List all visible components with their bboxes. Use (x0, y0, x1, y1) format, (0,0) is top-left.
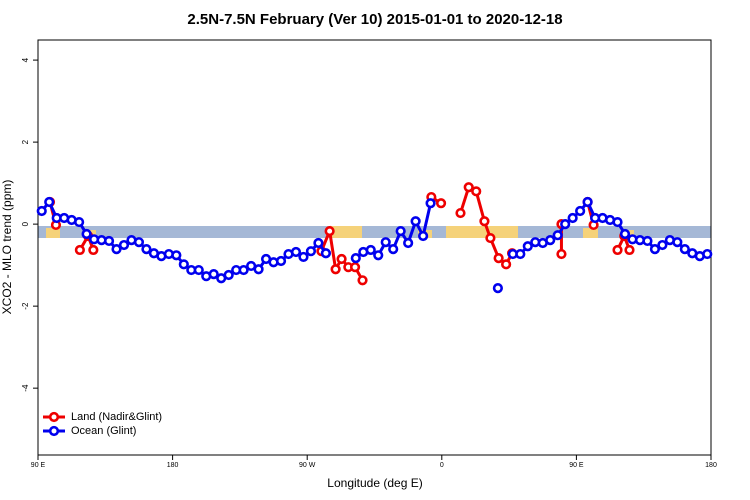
x-tick-label: 180 (705, 462, 717, 469)
data-point (545, 235, 556, 246)
data-point (657, 239, 668, 251)
data-point (395, 225, 406, 237)
data-point (88, 244, 99, 256)
y-tick-label: 2 (21, 139, 30, 144)
x-tick-label: 90 W (299, 462, 316, 469)
data-point (435, 198, 447, 209)
data-point (365, 244, 376, 256)
x-axis-label: Longitude (deg E) (327, 476, 422, 490)
data-point (463, 182, 474, 193)
data-point (619, 228, 631, 240)
y-tick-label: 0 (21, 221, 30, 226)
data-point (501, 259, 512, 270)
data-point (44, 196, 55, 208)
x-tick-label: 0 (440, 462, 444, 469)
land-patch (583, 228, 598, 238)
data-point (403, 237, 414, 249)
data-point (81, 228, 92, 240)
data-point (103, 235, 115, 247)
land-patch (330, 226, 362, 238)
data-point (336, 253, 347, 265)
ocean-band (38, 226, 711, 238)
data-point (349, 262, 361, 273)
data-point (672, 237, 683, 248)
data-point (238, 264, 249, 276)
y-tick-label: 4 (21, 57, 30, 62)
legend-label: Land (Nadir&Glint) (71, 411, 162, 423)
data-point (305, 246, 317, 257)
data-point (702, 248, 713, 260)
data-point (357, 275, 368, 286)
legend-label: Ocean (Glint) (71, 425, 136, 437)
data-point (74, 216, 85, 228)
data-point (313, 237, 324, 249)
data-point (515, 248, 526, 260)
data-point (612, 216, 623, 228)
data-point (290, 246, 302, 258)
data-point (330, 264, 341, 275)
data-point (556, 248, 567, 260)
data-point (552, 230, 563, 241)
data-point (298, 251, 309, 263)
data-point (679, 244, 690, 255)
data-point (178, 259, 189, 270)
data-point (410, 216, 421, 227)
data-point (320, 248, 331, 259)
data-point (471, 186, 482, 197)
y-axis-label: XCO2 - MLO trend (ppm) (0, 180, 14, 315)
data-point (171, 250, 182, 261)
x-tick-label: 90 E (569, 462, 584, 469)
data-point (582, 196, 593, 208)
data-point (223, 269, 234, 281)
y-tick-label: -4 (21, 384, 30, 392)
land-patch (446, 226, 518, 238)
land-mask (38, 226, 711, 238)
data-point (118, 239, 130, 251)
data-point (479, 216, 490, 227)
legend-marker (48, 411, 60, 423)
land-patch (90, 230, 96, 238)
data-point (275, 255, 287, 267)
data-point (642, 235, 653, 247)
data-point (649, 244, 661, 255)
data-point (388, 244, 399, 255)
data-point (485, 232, 496, 244)
chart-title: 2.5N-7.5N February (Ver 10) 2015-01-01 t… (187, 11, 562, 28)
x-tick-label: 180 (167, 462, 179, 469)
y-tick-label: -2 (21, 302, 30, 310)
data-point (324, 225, 335, 237)
data-point (612, 244, 623, 256)
data-point (373, 250, 384, 261)
data-point (522, 241, 533, 252)
data-point (624, 244, 635, 256)
data-point (418, 230, 429, 242)
data-point (74, 244, 85, 256)
legend-marker (48, 425, 60, 437)
data-point (36, 205, 47, 217)
data-point (253, 264, 264, 275)
legend: Land (Nadir&Glint) Ocean (Glint) (43, 411, 162, 437)
data-point (380, 237, 391, 248)
data-point (560, 219, 571, 230)
x-tick-label: 90 E (31, 462, 46, 469)
data-point (492, 282, 503, 294)
data-point (133, 237, 145, 248)
data-point (193, 264, 204, 276)
data-point (350, 253, 361, 264)
plot-frame (37, 39, 712, 456)
land-patch (46, 228, 60, 238)
data-point (425, 198, 436, 209)
data-point (208, 269, 219, 280)
data-point (575, 205, 586, 217)
data-point (111, 244, 122, 255)
data-point (493, 253, 504, 264)
data-point (567, 212, 578, 224)
data-point (141, 244, 152, 255)
data-point (455, 207, 466, 219)
